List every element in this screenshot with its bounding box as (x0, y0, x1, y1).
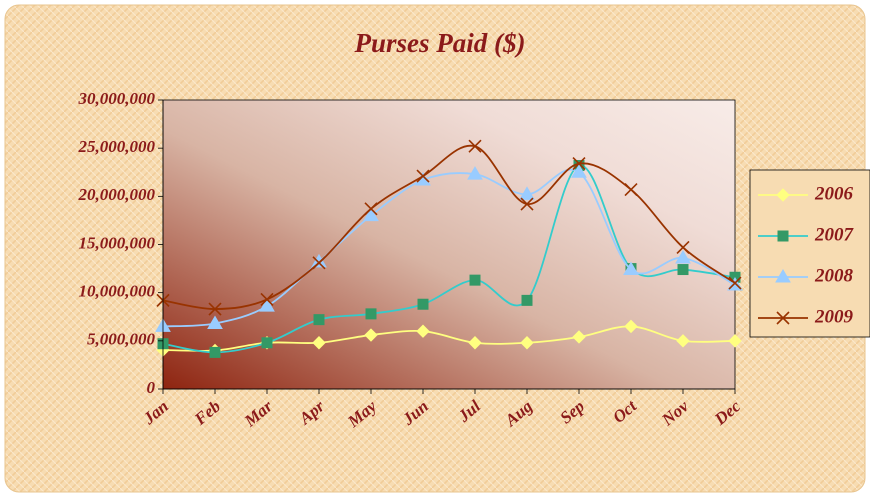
data-point (728, 276, 742, 290)
data-point (468, 139, 482, 153)
data-point (312, 256, 326, 270)
data-point (417, 298, 429, 310)
data-point (208, 302, 222, 316)
data-point (675, 249, 691, 264)
legend-label: 2009 (814, 306, 854, 327)
data-point (416, 169, 430, 183)
data-point (364, 328, 378, 342)
data-point (467, 166, 483, 180)
y-tick-label: 20,000,000 (78, 185, 156, 204)
legend-label: 2008 (814, 265, 854, 286)
data-point (468, 336, 482, 350)
y-tick-label: 25,000,000 (78, 137, 156, 156)
legend-marker (775, 269, 791, 283)
data-point (728, 334, 742, 348)
data-point (416, 324, 430, 338)
data-point (365, 308, 377, 320)
data-point (623, 261, 639, 276)
legend-marker (777, 230, 789, 242)
data-point (469, 274, 481, 286)
data-point (363, 207, 379, 222)
data-point (624, 183, 638, 197)
plot-area (162, 99, 736, 390)
y-tick-label: 10,000,000 (79, 282, 156, 301)
data-point (676, 240, 690, 254)
data-point (571, 164, 587, 178)
data-point (519, 186, 535, 200)
data-point (520, 197, 534, 211)
data-point (364, 202, 378, 216)
data-point (312, 336, 326, 350)
legend-marker (776, 188, 790, 202)
legend-box (749, 169, 870, 338)
data-point (209, 346, 221, 358)
y-tick-label: 5,000,000 (87, 330, 156, 349)
data-point (313, 314, 325, 326)
data-point (311, 253, 327, 268)
chart-title: Purses Paid ($) (354, 28, 526, 58)
data-point (572, 157, 586, 171)
y-tick-label: 15,000,000 (79, 233, 156, 252)
data-point (572, 330, 586, 344)
data-point (677, 264, 689, 276)
data-point (624, 319, 638, 334)
y-tick-label: 0 (147, 378, 156, 397)
data-point (521, 294, 533, 306)
data-point (207, 315, 223, 329)
data-point (259, 298, 275, 312)
data-point (520, 336, 534, 350)
data-point (260, 292, 274, 306)
legend-label: 2007 (814, 224, 855, 245)
legend-label: 2006 (814, 183, 854, 204)
y-tick-label: 30,000,000 (78, 89, 156, 108)
legend-marker (776, 311, 790, 325)
data-point (261, 337, 273, 349)
data-point (676, 334, 690, 348)
